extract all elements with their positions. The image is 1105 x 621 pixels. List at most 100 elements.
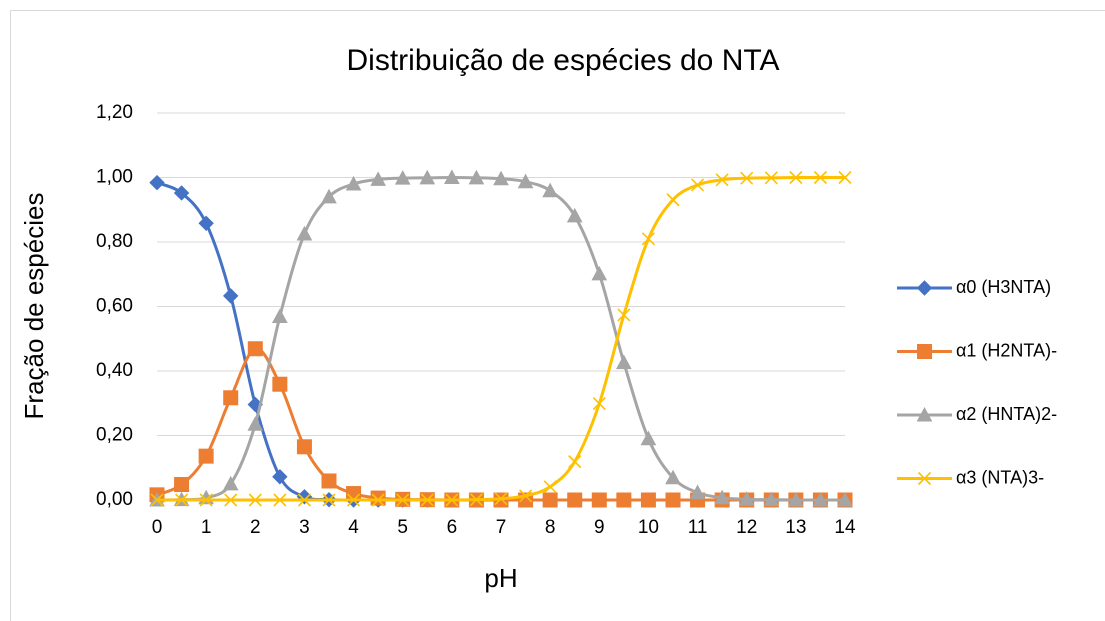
data-point — [296, 439, 312, 455]
data-point — [248, 493, 262, 507]
data-point — [812, 491, 829, 507]
y-tick-label: 0,40 — [96, 360, 133, 381]
legend-label: α3 (NTA)3- — [956, 467, 1044, 487]
data-point — [763, 491, 780, 507]
legend-item: α0 (H3NTA) — [897, 277, 1051, 297]
data-point — [640, 430, 657, 446]
data-point — [591, 265, 608, 281]
data-point — [247, 416, 264, 431]
data-point — [469, 493, 483, 507]
data-point — [396, 493, 410, 507]
data-point — [617, 308, 631, 322]
data-point — [272, 469, 288, 485]
x-tick-label: 11 — [688, 517, 708, 538]
data-point — [665, 469, 681, 485]
data-point — [371, 493, 385, 507]
data-point — [813, 170, 827, 185]
x-tick-label: 5 — [397, 517, 408, 538]
x-tick-label: 6 — [447, 517, 458, 538]
data-point — [764, 171, 778, 185]
data-point — [640, 492, 656, 508]
data-point — [370, 171, 386, 186]
legend-marker — [917, 344, 932, 359]
data-point — [543, 480, 557, 494]
legend-label: α1 (H2NTA)- — [956, 340, 1057, 360]
x-tick-label: 2 — [250, 517, 261, 538]
data-point — [175, 493, 189, 507]
data-point — [641, 232, 655, 246]
data-point — [419, 169, 436, 185]
x-tick-label: 12 — [736, 517, 757, 538]
data-point — [174, 477, 190, 493]
data-point — [837, 491, 853, 507]
data-point — [738, 491, 755, 506]
data-point — [223, 288, 239, 304]
data-point — [567, 492, 583, 508]
data-point — [322, 493, 336, 507]
data-point — [222, 475, 239, 491]
data-point — [370, 490, 386, 506]
data-point — [592, 397, 606, 411]
data-point — [788, 491, 804, 507]
data-point — [347, 493, 361, 507]
data-point — [198, 448, 214, 464]
y-tick-label: 0,80 — [96, 231, 133, 252]
x-tick-label: 0 — [152, 517, 163, 538]
series-line — [156, 175, 845, 502]
data-point — [296, 225, 313, 241]
x-tick-label: 14 — [834, 517, 856, 538]
data-point — [296, 489, 313, 505]
y-tick-label: 0,20 — [96, 425, 133, 446]
data-point — [247, 341, 263, 357]
y-tick-label: 1,20 — [96, 102, 133, 123]
data-point — [394, 170, 411, 185]
data-point — [223, 390, 239, 406]
x-tick-label: 13 — [785, 517, 806, 538]
legend-item: α1 (H2NTA)- — [897, 340, 1057, 360]
data-point — [493, 170, 509, 186]
data-point — [568, 455, 582, 469]
y-tick-label: 0,60 — [96, 296, 133, 317]
legend-marker — [916, 406, 933, 422]
data-point — [591, 492, 607, 508]
x-tick-label: 8 — [545, 517, 556, 538]
x-tick-label: 3 — [299, 517, 310, 538]
data-point — [542, 182, 558, 198]
data-point — [494, 492, 508, 506]
x-tick-label: 9 — [594, 517, 605, 538]
data-point — [198, 215, 214, 232]
data-point — [345, 175, 362, 191]
y-tick-label: 0,00 — [96, 489, 133, 510]
data-point — [691, 178, 705, 192]
data-point — [666, 193, 680, 207]
data-point — [420, 493, 434, 507]
data-point — [616, 354, 632, 370]
data-point — [273, 493, 287, 507]
legend-marker — [916, 280, 933, 296]
data-point — [519, 489, 533, 503]
data-point — [566, 207, 583, 223]
data-point — [224, 493, 238, 507]
legend-item: α2 (HNTA)2- — [897, 404, 1057, 424]
data-point — [542, 492, 558, 508]
data-point — [297, 493, 311, 507]
chart-border — [10, 10, 1105, 621]
legend-item: α3 (NTA)3- — [897, 467, 1044, 487]
chart-title: Distribuição de espécies do NTA — [347, 44, 780, 77]
data-point — [715, 173, 729, 187]
data-point — [714, 489, 730, 505]
data-point — [272, 308, 288, 323]
x-tick-label: 4 — [348, 517, 359, 538]
legend-marker — [917, 471, 932, 486]
data-point — [665, 492, 681, 508]
data-point — [199, 493, 213, 507]
data-point — [689, 484, 706, 500]
legend-label: α2 (HNTA)2- — [956, 404, 1057, 424]
x-axis-label: pH — [484, 563, 517, 593]
data-point — [444, 169, 460, 184]
legend-label: α0 (H3NTA) — [956, 277, 1051, 297]
series-line — [156, 175, 845, 502]
data-point — [838, 170, 852, 185]
data-point — [173, 185, 190, 201]
